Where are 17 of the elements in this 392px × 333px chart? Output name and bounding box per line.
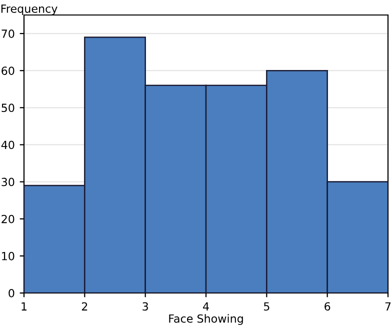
x-tick-label: 2 bbox=[82, 302, 88, 310]
x-tick-label: 6 bbox=[324, 302, 330, 311]
x-tick-label: 4 bbox=[203, 302, 209, 310]
y-tick-label: 10 bbox=[2, 252, 14, 260]
y-tick-label: 50 bbox=[2, 104, 14, 112]
y-tick-label: 20 bbox=[2, 214, 14, 224]
y-tick-label: 60 bbox=[2, 66, 14, 75]
y-tick-label: 0 bbox=[8, 288, 14, 298]
y-tick-label: 70 bbox=[2, 30, 14, 38]
x-tick-label: 1 bbox=[22, 302, 27, 310]
x-tick-label: 5 bbox=[264, 302, 270, 311]
x-tick-label: 7 bbox=[385, 302, 391, 310]
x-tick-label: 3 bbox=[142, 302, 148, 311]
y-axis-title: Frequency bbox=[1, 4, 58, 15]
x-axis-title: Face Showing bbox=[169, 314, 243, 325]
y-tick-label: 30 bbox=[2, 178, 14, 186]
y-tick-label: 40 bbox=[1, 140, 14, 150]
